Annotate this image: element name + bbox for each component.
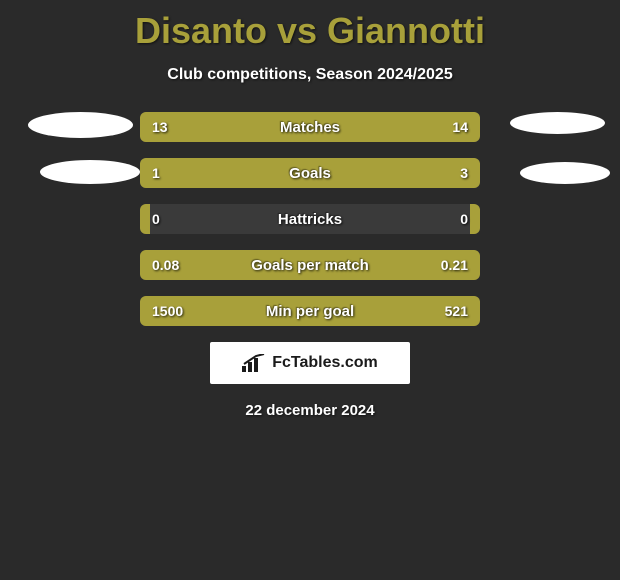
player-ellipse (28, 112, 133, 138)
stat-row: 13Goals (140, 158, 480, 188)
comparison-title: Disanto vs Giannotti (0, 0, 620, 52)
comparison-subtitle: Club competitions, Season 2024/2025 (0, 66, 620, 84)
stat-label: Min per goal (140, 296, 480, 326)
stat-label: Matches (140, 112, 480, 142)
stat-label: Goals (140, 158, 480, 188)
chart-area: 1314Matches 13Goals 00Hattricks 0.080.21Goa… (20, 112, 600, 326)
stat-row: 00Hattricks (140, 204, 480, 234)
brand-chart-icon (242, 354, 266, 372)
player-ellipse (520, 162, 610, 184)
stat-row: 1314Matches (140, 112, 480, 142)
comparison-date: 22 december 2024 (0, 402, 620, 419)
brand-badge: FcTables.com (210, 342, 410, 384)
player-ellipse (510, 112, 605, 134)
stat-row: 0.080.21Goals per match (140, 250, 480, 280)
player-ellipse (40, 160, 140, 184)
stat-row: 1500521Min per goal (140, 296, 480, 326)
brand-text: FcTables.com (272, 354, 378, 372)
stat-label: Goals per match (140, 250, 480, 280)
stat-label: Hattricks (140, 204, 480, 234)
